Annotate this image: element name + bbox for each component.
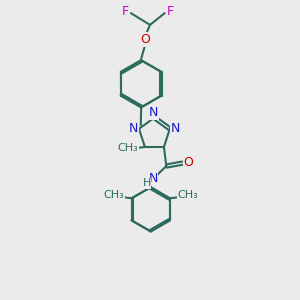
Text: F: F <box>167 4 174 18</box>
Text: O: O <box>183 156 193 169</box>
Text: N: N <box>129 122 138 135</box>
Text: N: N <box>148 172 158 185</box>
Text: N: N <box>149 106 158 119</box>
Text: CH₃: CH₃ <box>118 142 139 152</box>
Text: N: N <box>170 122 180 135</box>
Text: CH₃: CH₃ <box>177 190 198 200</box>
Text: F: F <box>122 4 129 18</box>
Text: CH₃: CH₃ <box>103 190 124 200</box>
Text: H: H <box>142 178 151 188</box>
Text: O: O <box>141 33 151 46</box>
